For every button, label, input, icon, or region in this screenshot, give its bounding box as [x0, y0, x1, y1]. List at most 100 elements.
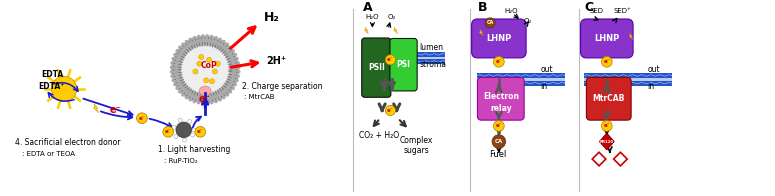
- Bar: [477, 73, 565, 78]
- Polygon shape: [170, 35, 240, 104]
- Text: : RuP-TiO₂: : RuP-TiO₂: [164, 158, 198, 164]
- Circle shape: [183, 138, 187, 142]
- Text: PSI: PSI: [397, 60, 411, 69]
- Circle shape: [385, 55, 395, 65]
- FancyBboxPatch shape: [390, 38, 417, 91]
- FancyBboxPatch shape: [587, 77, 631, 120]
- Circle shape: [176, 122, 191, 138]
- Circle shape: [51, 76, 77, 102]
- FancyBboxPatch shape: [362, 38, 391, 97]
- Circle shape: [188, 120, 191, 123]
- Text: Complex: Complex: [400, 135, 433, 144]
- Bar: [363, 54, 446, 61]
- Text: : MtrCAB: : MtrCAB: [244, 94, 274, 100]
- Text: O₂: O₂: [388, 14, 396, 20]
- Circle shape: [197, 61, 202, 66]
- Circle shape: [212, 69, 218, 74]
- Circle shape: [209, 79, 215, 84]
- Text: relay: relay: [490, 104, 512, 113]
- Text: 2. Charge separation: 2. Charge separation: [242, 82, 322, 91]
- Polygon shape: [600, 133, 614, 150]
- Text: SED⁺: SED⁺: [614, 8, 632, 14]
- Text: e⁻: e⁻: [604, 59, 610, 64]
- Bar: [477, 75, 565, 83]
- Text: CA: CA: [494, 139, 503, 144]
- Circle shape: [136, 113, 147, 123]
- Text: H₂: H₂: [264, 11, 279, 24]
- Circle shape: [601, 121, 612, 131]
- Polygon shape: [182, 46, 229, 93]
- Text: e⁻: e⁻: [495, 123, 502, 128]
- Text: EDTA⁺: EDTA⁺: [38, 82, 64, 91]
- Text: H₂O: H₂O: [505, 8, 518, 14]
- Bar: [584, 75, 672, 83]
- Text: B: B: [477, 1, 487, 14]
- Circle shape: [198, 54, 204, 59]
- Text: e⁻: e⁻: [495, 59, 502, 64]
- Circle shape: [385, 105, 395, 115]
- Text: 2H⁺: 2H⁺: [267, 56, 287, 66]
- Bar: [477, 81, 565, 86]
- Text: e⁻: e⁻: [165, 129, 171, 134]
- Text: : EDTA or TEOA: : EDTA or TEOA: [22, 151, 75, 157]
- Text: lumen: lumen: [419, 43, 443, 52]
- Circle shape: [215, 61, 220, 66]
- Text: C: C: [584, 1, 594, 14]
- Text: out: out: [541, 64, 553, 74]
- Circle shape: [492, 135, 505, 148]
- FancyBboxPatch shape: [580, 19, 633, 58]
- Circle shape: [195, 126, 205, 137]
- Text: Electron: Electron: [483, 92, 518, 101]
- FancyBboxPatch shape: [477, 77, 524, 120]
- Text: CA: CA: [487, 20, 494, 25]
- Circle shape: [485, 18, 495, 28]
- Text: e⁻: e⁻: [197, 129, 204, 134]
- Circle shape: [178, 118, 182, 122]
- Text: O₂: O₂: [523, 18, 532, 24]
- Text: LHNP: LHNP: [486, 34, 512, 43]
- Circle shape: [206, 57, 212, 62]
- Text: e⁻: e⁻: [139, 116, 145, 121]
- Text: e⁻: e⁻: [387, 108, 394, 113]
- Bar: [363, 52, 446, 57]
- Text: e⁻: e⁻: [387, 57, 394, 62]
- Text: out: out: [648, 64, 660, 74]
- Text: PSII: PSII: [368, 63, 384, 72]
- Circle shape: [193, 69, 198, 74]
- Text: RR120: RR120: [600, 140, 614, 143]
- Text: e⁻: e⁻: [604, 123, 610, 128]
- Text: e⁻: e⁻: [110, 105, 122, 115]
- Circle shape: [204, 78, 208, 83]
- Text: 4. Sacrificial electron donor: 4. Sacrificial electron donor: [16, 138, 121, 147]
- Circle shape: [494, 121, 505, 131]
- Text: stroma: stroma: [419, 60, 446, 69]
- Text: e⁻: e⁻: [198, 94, 210, 104]
- Polygon shape: [364, 27, 368, 34]
- Ellipse shape: [199, 86, 211, 96]
- Text: 1. Light harvesting: 1. Light harvesting: [158, 145, 231, 154]
- Text: MtrCAB: MtrCAB: [593, 94, 625, 103]
- Polygon shape: [394, 27, 398, 34]
- Bar: [363, 59, 446, 64]
- Bar: [584, 81, 672, 86]
- Polygon shape: [629, 33, 633, 40]
- Text: Fuel: Fuel: [489, 150, 507, 159]
- Text: A: A: [363, 1, 372, 14]
- FancyBboxPatch shape: [472, 19, 526, 58]
- Text: sugars: sugars: [404, 146, 429, 155]
- Circle shape: [174, 134, 178, 138]
- Circle shape: [494, 56, 505, 67]
- Circle shape: [601, 56, 612, 67]
- Circle shape: [191, 133, 195, 137]
- Text: in: in: [541, 82, 548, 91]
- Text: LHNP: LHNP: [594, 34, 619, 43]
- Bar: [584, 73, 672, 78]
- Circle shape: [172, 125, 176, 129]
- Polygon shape: [93, 104, 99, 113]
- Polygon shape: [614, 152, 627, 166]
- Circle shape: [192, 128, 196, 132]
- Text: H₂O: H₂O: [366, 14, 379, 20]
- Text: in: in: [648, 82, 655, 91]
- Text: CoP: CoP: [201, 61, 218, 70]
- Text: SED: SED: [589, 8, 603, 14]
